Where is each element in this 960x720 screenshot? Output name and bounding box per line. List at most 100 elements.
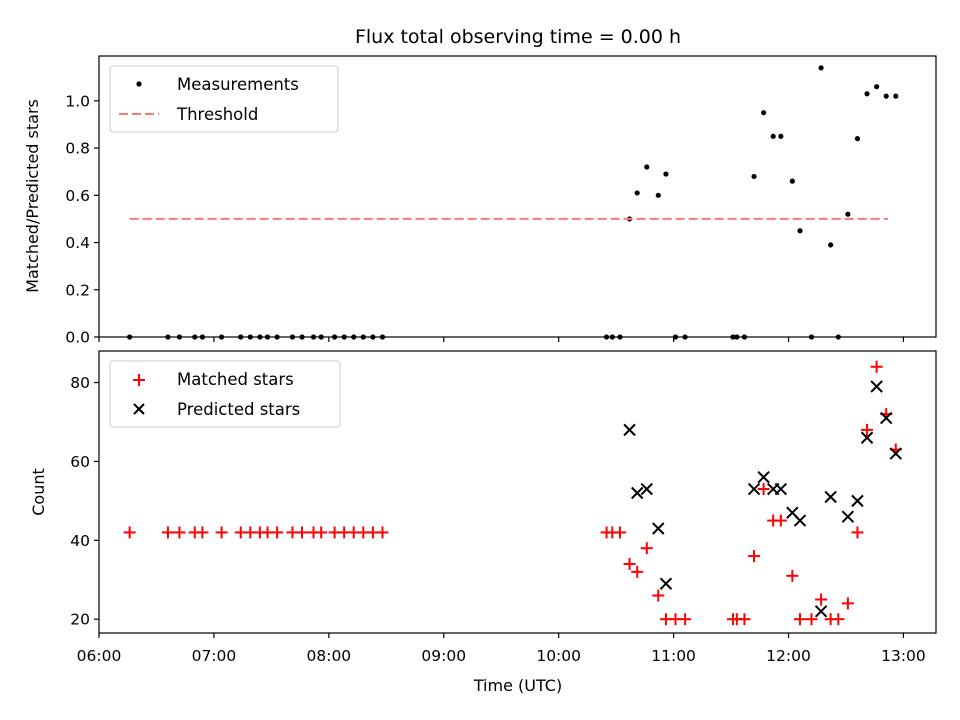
ratio-panel: 0.0 0.2 0.4 0.6 0.8 1.0 Matched/Predicted sta… (23, 55, 937, 347)
matched-star-marker (794, 613, 807, 626)
measurements-legend-label: Measurements (177, 75, 299, 94)
predicted-star-marker (889, 447, 902, 460)
measurement-point (761, 110, 767, 116)
measurement-point (770, 133, 776, 139)
matched-star-marker (805, 613, 818, 626)
ratio-legend-frame (109, 65, 339, 133)
predicted-star-marker (747, 482, 761, 496)
predicted-stars-legend-marker (133, 403, 145, 415)
matched-star-marker (679, 613, 692, 626)
x-tick-label: 12:00 (766, 647, 811, 665)
matched-star-marker (613, 526, 626, 539)
matched-star-marker (215, 526, 228, 539)
chart-title: Flux total observing time = 0.00 h (355, 26, 681, 48)
x-tick-label: 11:00 (651, 647, 696, 665)
matched-star-marker (786, 569, 799, 582)
matched-star-marker (832, 613, 845, 626)
matched-star-marker (861, 423, 874, 436)
matched-star-marker (623, 557, 636, 570)
matched-star-marker (815, 593, 828, 606)
matched-star-marker (640, 542, 653, 555)
ratio-marks (127, 65, 899, 340)
predicted-star-marker (640, 482, 653, 496)
matched-stars-legend-label: Matched stars (177, 370, 294, 389)
measurement-point (789, 178, 795, 184)
threshold-legend-label: Threshold (176, 105, 258, 124)
matched-stars-legend-marker (133, 374, 145, 386)
y-tick-label: 0.2 (65, 281, 90, 299)
matched-star-marker (738, 613, 751, 626)
x-tick-label: 09:00 (421, 647, 466, 665)
matched-star-marker (748, 550, 761, 563)
y-tick-label: 0.4 (65, 234, 90, 252)
matched-star-marker (161, 526, 174, 539)
y-tick-label: 0.0 (65, 329, 90, 347)
matched-star-marker (196, 526, 209, 539)
measurement-point (854, 136, 861, 142)
predicted-star-marker (870, 380, 883, 393)
measurements-legend-marker (136, 81, 142, 87)
x-tick-label: 08:00 (307, 647, 352, 665)
count-axes-frame (98, 350, 937, 634)
ratio-y-axis-label: Matched/Predicted stars (23, 99, 42, 293)
matched-star-marker (315, 526, 328, 539)
matched-star-marker (870, 360, 883, 373)
matched-star-marker (652, 589, 665, 602)
predicted-star-marker (659, 577, 673, 590)
measurement-point (818, 65, 824, 71)
measurement-point (634, 190, 640, 196)
matched-star-marker (123, 526, 136, 539)
predicted-star-marker (652, 522, 665, 535)
predicted-star-marker (860, 431, 874, 444)
y-tick-label: 1.0 (65, 92, 90, 110)
count-x-ticks: 06:00 07:00 08:00 09:00 10:00 11:00 12:00 13:00 (77, 633, 926, 665)
count-y-ticks: 20 40 60 80 (70, 374, 99, 629)
count-y-axis-label: Count (29, 468, 48, 516)
matched-star-marker (173, 526, 186, 539)
measurement-point (828, 242, 834, 248)
predicted-star-marker (814, 605, 828, 618)
measurement-point (883, 93, 889, 99)
measurement-point (751, 173, 757, 180)
y-tick-label: 0.8 (65, 140, 90, 158)
y-tick-label: 0.6 (65, 187, 90, 205)
matched-star-marker (851, 526, 864, 539)
count-panel: 20 40 60 80 06:00 07:00 08:00 09:00 10:00 11:00 1… (29, 350, 937, 695)
predicted-star-marker (879, 411, 893, 425)
predicted-star-marker (623, 423, 636, 437)
ratio-y-ticks: 0.0 0.2 0.4 0.6 0.8 1.0 (65, 92, 99, 347)
count-marks (123, 360, 902, 626)
measurement-point (644, 164, 650, 170)
measurement-point (655, 192, 661, 198)
x-tick-label: 10:00 (536, 647, 581, 665)
y-tick-label: 60 (70, 453, 90, 471)
y-tick-label: 40 (70, 532, 90, 550)
measurement-point (663, 171, 669, 177)
y-tick-label: 80 (70, 374, 90, 392)
matched-star-marker (774, 514, 787, 527)
matched-star-marker (271, 526, 284, 539)
measurement-point (874, 84, 880, 90)
x-tick-label: 06:00 (77, 647, 122, 665)
measurement-point (864, 91, 870, 97)
count-legend: Matched stars Predicted stars (109, 360, 341, 428)
y-tick-label: 20 (70, 611, 90, 629)
measurement-point (893, 93, 899, 99)
predicted-star-marker (793, 514, 807, 527)
matched-star-marker (841, 597, 854, 610)
predicted-star-marker (774, 482, 788, 496)
predicted-star-marker (851, 494, 864, 508)
matched-star-marker (631, 565, 644, 578)
ratio-axes-frame (98, 55, 937, 338)
x-tick-label: 07:00 (192, 647, 237, 665)
ratio-x-ticks (98, 337, 905, 342)
predicted-star-marker (631, 486, 644, 500)
predicted-star-marker (757, 471, 770, 484)
predicted-star-marker (824, 490, 837, 504)
matched-star-marker (376, 526, 389, 539)
x-tick-label: 13:00 (881, 647, 926, 665)
measurement-point (778, 133, 784, 139)
ratio-legend: Measurements Threshold (109, 65, 339, 133)
x-axis-label: Time (UTC) (473, 676, 562, 695)
